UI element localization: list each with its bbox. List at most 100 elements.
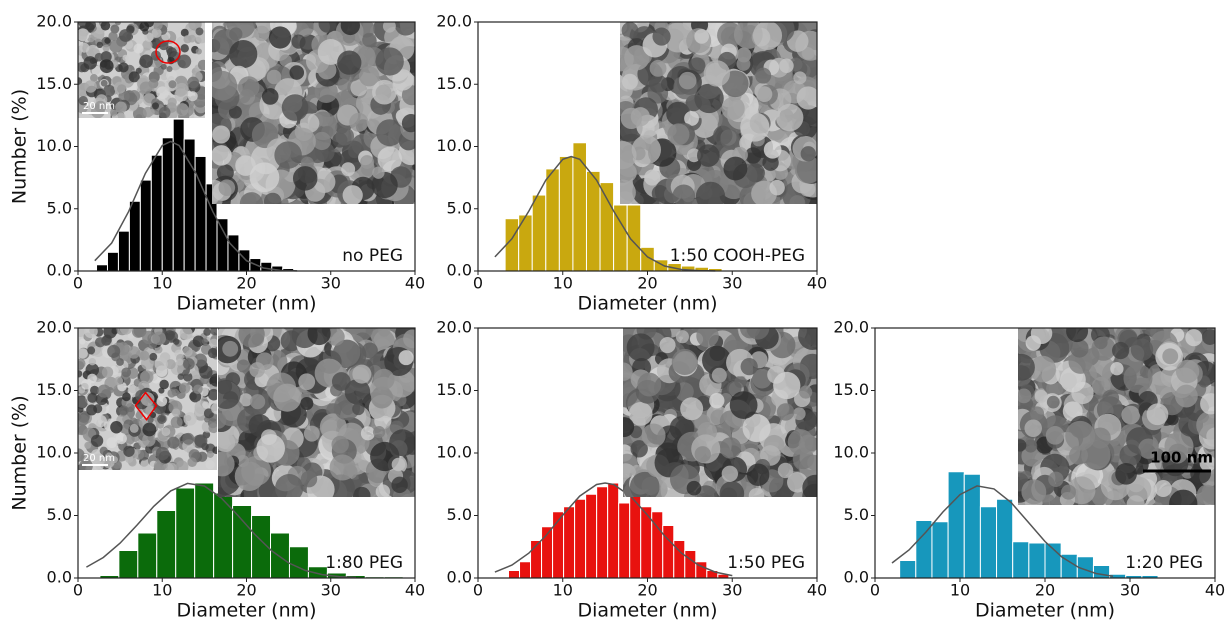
particle bbox=[402, 114, 420, 132]
bar bbox=[195, 483, 214, 578]
particle bbox=[139, 351, 149, 361]
particle bbox=[148, 109, 154, 115]
particle bbox=[802, 475, 828, 501]
particle bbox=[155, 357, 168, 370]
particle bbox=[293, 166, 317, 190]
x-tick-label: 40 bbox=[405, 581, 425, 600]
particle bbox=[720, 129, 740, 149]
y-tick-label: 15.0 bbox=[833, 380, 869, 399]
particle bbox=[269, 26, 291, 48]
particle bbox=[1091, 336, 1115, 360]
x-tick-label: 30 bbox=[321, 274, 341, 293]
particle bbox=[361, 426, 375, 440]
y-tick-label: 20.0 bbox=[36, 12, 72, 31]
particle bbox=[212, 125, 230, 143]
particle bbox=[721, 488, 737, 504]
y-tick-label: 20.0 bbox=[833, 318, 869, 337]
particle bbox=[108, 32, 117, 41]
particle bbox=[75, 359, 85, 369]
particle bbox=[100, 59, 114, 73]
particle bbox=[183, 358, 195, 370]
bar bbox=[1093, 566, 1109, 579]
particle bbox=[720, 437, 741, 458]
particle bbox=[123, 446, 134, 457]
x-tick-label: 0 bbox=[73, 581, 83, 600]
bar bbox=[214, 493, 233, 578]
particle bbox=[159, 380, 169, 390]
bar bbox=[546, 169, 560, 271]
particle bbox=[274, 141, 302, 169]
particle bbox=[1121, 406, 1140, 425]
bar bbox=[1013, 542, 1029, 578]
bar bbox=[509, 571, 520, 579]
particle bbox=[1070, 339, 1088, 357]
particle bbox=[157, 396, 168, 407]
particle bbox=[208, 389, 220, 401]
particle bbox=[84, 442, 91, 449]
particle bbox=[97, 42, 103, 48]
y-tick-label: 0.0 bbox=[447, 568, 472, 587]
particle bbox=[118, 62, 128, 72]
particle bbox=[216, 433, 236, 453]
particle bbox=[229, 40, 257, 68]
particle bbox=[202, 401, 209, 408]
particle bbox=[1046, 426, 1065, 445]
bar bbox=[997, 499, 1013, 578]
y-tick-label: 0.0 bbox=[447, 261, 472, 280]
particle bbox=[182, 433, 194, 445]
y-tick-label: 20.0 bbox=[436, 12, 472, 31]
particle bbox=[332, 372, 351, 391]
particle bbox=[84, 80, 96, 92]
bar bbox=[162, 138, 173, 271]
annotation: 1:80 PEG bbox=[325, 553, 403, 573]
particle bbox=[376, 484, 390, 498]
bar bbox=[532, 195, 546, 271]
particle bbox=[103, 85, 115, 97]
particle bbox=[779, 58, 794, 73]
particle bbox=[85, 20, 96, 31]
particle bbox=[627, 333, 655, 361]
particle bbox=[166, 66, 172, 72]
bar bbox=[564, 507, 575, 578]
annotation: 1:50 PEG bbox=[727, 553, 805, 573]
particle bbox=[373, 369, 394, 390]
particle bbox=[188, 91, 198, 101]
particle bbox=[352, 365, 371, 384]
particle bbox=[183, 412, 196, 425]
annotation: 1:50 COOH-PEG bbox=[670, 246, 805, 266]
bar bbox=[619, 503, 630, 578]
particle bbox=[209, 339, 219, 349]
particle bbox=[156, 447, 169, 460]
y-tick-label: 5.0 bbox=[447, 505, 472, 524]
particle bbox=[644, 170, 660, 186]
particle bbox=[168, 80, 176, 88]
particle bbox=[298, 373, 315, 390]
bar bbox=[964, 474, 980, 578]
particle bbox=[331, 436, 348, 453]
particle bbox=[130, 424, 139, 433]
particle bbox=[196, 28, 204, 36]
particle bbox=[337, 79, 349, 91]
particle bbox=[777, 403, 794, 420]
bar bbox=[118, 231, 129, 271]
scale-bar-label: 100 nm bbox=[1150, 449, 1213, 467]
particle bbox=[178, 373, 185, 380]
y-tick-label: 0.0 bbox=[47, 261, 72, 280]
particle bbox=[91, 435, 103, 447]
particle bbox=[187, 77, 199, 89]
x-tick-label: 0 bbox=[473, 581, 483, 600]
particle bbox=[1123, 364, 1152, 393]
particle bbox=[87, 393, 97, 403]
particle bbox=[389, 429, 416, 456]
particle bbox=[273, 384, 301, 412]
y-tick-label: 20.0 bbox=[36, 318, 72, 337]
x-tick-label: 0 bbox=[473, 274, 483, 293]
bar bbox=[608, 483, 619, 578]
particle bbox=[249, 362, 264, 377]
particle bbox=[109, 40, 122, 53]
particle bbox=[1162, 348, 1178, 364]
particle bbox=[187, 457, 197, 467]
particle bbox=[341, 16, 360, 35]
y-tick-label: 0.0 bbox=[844, 568, 869, 587]
